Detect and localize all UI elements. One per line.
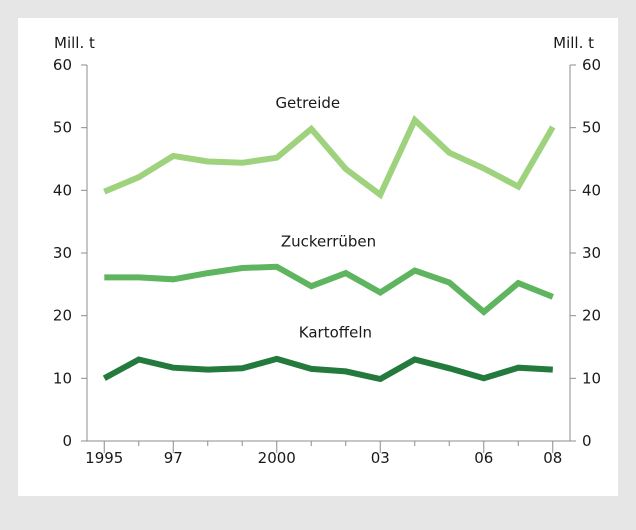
series-group: [102, 115, 556, 383]
series-label-2: Kartoffeln: [299, 324, 372, 342]
y-tick-label-left: 40: [53, 181, 72, 199]
y-tick-label-left: 0: [62, 432, 72, 450]
line-chart: Mill. t Mill. t 0 0 10 10 20 20 30 30 40 40 50 50 60 60…: [53, 34, 601, 467]
y-tick-label-right: 30: [582, 244, 601, 262]
y-tick-label-right: 60: [582, 56, 601, 74]
y-tick-label-right: 50: [582, 119, 601, 137]
axes: Mill. t Mill. t 0 0 10 10 20 20 30 30 40 40 50 50 60 60…: [53, 34, 601, 467]
x-tick-label: 97: [164, 449, 183, 467]
y-tick-label-right: 10: [582, 369, 601, 387]
x-tick-label: 03: [371, 449, 390, 467]
series-labels: Getreide Zuckerrüben Kartoffeln: [275, 94, 376, 341]
y-tick-label-left: 10: [53, 369, 72, 387]
chart-frame: Mill. t Mill. t 0 0 10 10 20 20 30 30 40 40 50 50 60 60…: [18, 18, 618, 496]
series-label-1: Zuckerrüben: [281, 233, 376, 251]
y-tick-label-right: 40: [582, 181, 601, 199]
x-tick-label: 06: [474, 449, 493, 467]
series-label-0: Getreide: [275, 94, 340, 112]
y-axis-title-right: Mill. t: [553, 34, 594, 52]
y-tick-label-left: 50: [53, 119, 72, 137]
x-tick-label: 08: [543, 449, 562, 467]
y-tick-label-right: 20: [582, 307, 601, 325]
series-line-1: [104, 263, 554, 316]
series-line-2: [102, 355, 553, 383]
y-tick-label-left: 20: [53, 307, 72, 325]
x-tick-label: 2000: [258, 449, 296, 467]
x-tick-label: 1995: [85, 449, 123, 467]
y-tick-label-right: 0: [582, 432, 592, 450]
y-tick-label-left: 30: [53, 244, 72, 262]
series-line-0: [103, 115, 556, 200]
y-axis-title-left: Mill. t: [54, 34, 95, 52]
y-tick-label-left: 60: [53, 56, 72, 74]
